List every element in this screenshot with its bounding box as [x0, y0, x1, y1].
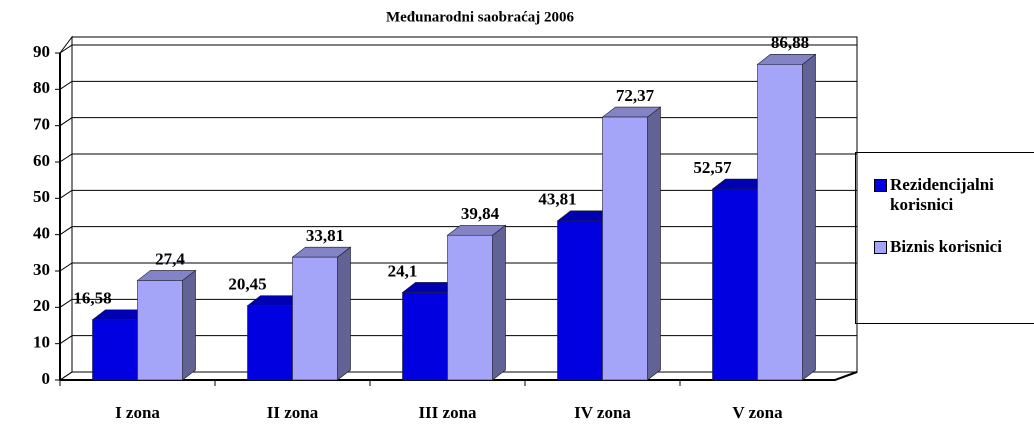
value-label: 52,57 — [693, 158, 732, 177]
value-label: 39,84 — [461, 204, 500, 223]
bar — [557, 220, 603, 381]
bar — [602, 116, 648, 381]
bar-side — [492, 224, 506, 381]
legend-label: Biznis korisnici — [890, 237, 1002, 256]
bar — [712, 188, 758, 381]
bar — [447, 234, 493, 381]
value-label: 33,81 — [306, 226, 344, 245]
y-tick-label: 30 — [33, 260, 50, 279]
legend-label: Rezidencijalni korisnici — [890, 175, 994, 214]
y-tick-label: 20 — [33, 296, 50, 315]
legend-swatch — [874, 241, 887, 254]
y-tick-label: 0 — [42, 369, 51, 388]
y-tick-label: 50 — [33, 187, 50, 206]
y-tick-label: 60 — [33, 151, 50, 170]
x-tick-label: V zona — [732, 403, 783, 422]
x-tick-label: IV zona — [574, 403, 631, 422]
bar — [247, 305, 293, 381]
bar — [402, 292, 448, 381]
bar — [292, 256, 338, 381]
bar-side — [337, 246, 351, 381]
bar-side — [647, 106, 661, 381]
value-label: 86,88 — [771, 33, 809, 52]
x-tick-label: I zona — [115, 403, 160, 422]
y-tick-label: 40 — [33, 224, 50, 243]
grid-line — [59, 189, 857, 199]
grid-line — [59, 44, 857, 54]
y-tick-label: 90 — [33, 42, 50, 61]
legend-item: Rezidencijalni korisnici — [874, 175, 1034, 215]
grid-line — [59, 117, 857, 127]
x-tick-label: II zona — [267, 403, 319, 422]
bar-side — [802, 53, 816, 381]
y-tick-label: 10 — [33, 333, 50, 352]
value-label: 16,58 — [73, 289, 111, 308]
bar — [92, 319, 138, 381]
y-tick-label: 80 — [33, 78, 50, 97]
chart-title: Međunarodni saobraćaj 2006 — [386, 9, 575, 25]
value-label: 72,37 — [616, 86, 655, 105]
legend-item: Biznis korisnici — [874, 237, 1034, 257]
value-label: 27,4 — [155, 249, 185, 268]
bar — [757, 64, 803, 381]
bar-side — [182, 269, 196, 381]
y-tick-label: 70 — [33, 115, 50, 134]
legend: Rezidencijalni korisnici Biznis korisnici — [855, 152, 1034, 324]
legend-swatch — [874, 179, 887, 192]
value-label: 20,45 — [228, 275, 266, 294]
grid-line — [59, 153, 857, 163]
value-label: 43,81 — [538, 190, 576, 209]
x-tick-label: III zona — [418, 403, 477, 422]
grid-line — [59, 80, 857, 90]
value-label: 24,1 — [388, 261, 418, 280]
bar — [137, 280, 183, 381]
